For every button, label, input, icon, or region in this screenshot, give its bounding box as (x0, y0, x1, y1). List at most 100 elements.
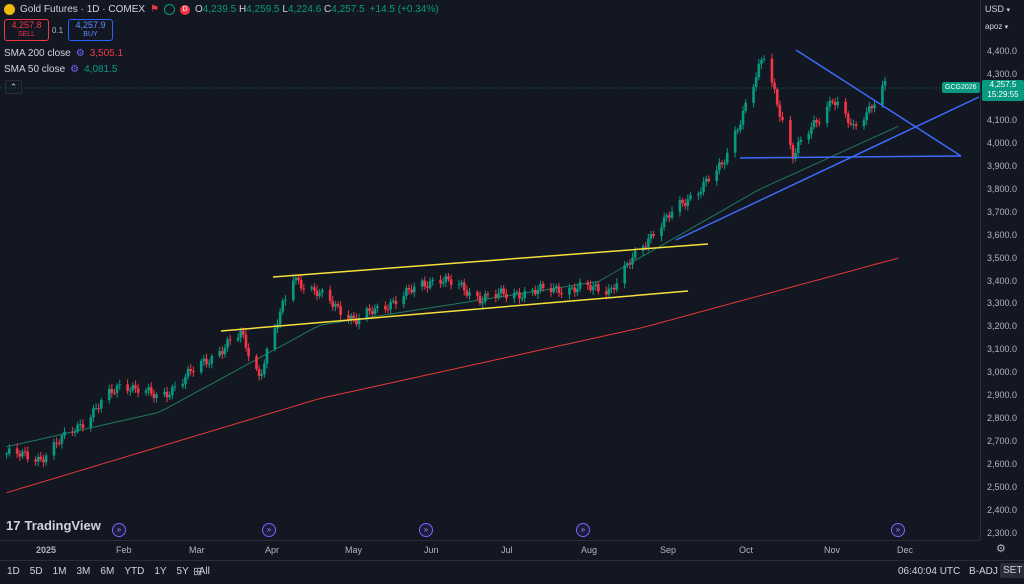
symbol-title[interactable]: Gold Futures · 1D · COMEX (20, 4, 146, 15)
candle-body (662, 217, 666, 228)
candle-body (512, 293, 516, 299)
range-button-5y[interactable]: 5Y (176, 566, 189, 577)
candle-body (202, 358, 206, 362)
candle-body (597, 284, 600, 292)
flag-icon[interactable]: ⚑ (150, 4, 159, 15)
candle-body (315, 290, 319, 296)
b-adj-button[interactable]: B-ADJ (969, 566, 998, 577)
candle-body (78, 424, 82, 426)
candle-body (652, 233, 655, 237)
clock[interactable]: 06:40:04 UTC (898, 566, 961, 577)
ohlc-values: O4,239.5 H4,259.5 L4,224.6 C4,257.5 (195, 4, 365, 15)
candle-body (257, 368, 261, 376)
candle-body (589, 285, 592, 291)
candle-body (89, 417, 93, 429)
chart-area[interactable]: Gold Futures · 1D · COMEX ⚑ D O4,239.5 H… (0, 0, 980, 540)
range-button-3m[interactable]: 3M (76, 566, 91, 577)
candle-body (704, 178, 708, 182)
currency-select[interactable]: USD ▾ (985, 4, 1011, 14)
collapse-legend-button[interactable]: ⌃ (5, 80, 22, 94)
time-label: Jun (424, 545, 439, 555)
tradingview-logo[interactable]: 17 TradingView (6, 518, 101, 533)
indicator-sma200[interactable]: SMA 200 close ⚙ 3,505.1 (4, 48, 123, 59)
time-label: Nov (824, 545, 841, 555)
candle-body (292, 280, 295, 300)
price-axis[interactable]: USD ▾ apoz ▾ 4,400.04,300.04,200.04,100.… (980, 0, 1024, 540)
event-marker-icon[interactable]: » (112, 523, 126, 537)
price-chart[interactable] (0, 0, 980, 540)
candle-body (389, 301, 392, 310)
indicator-sma50[interactable]: SMA 50 close ⚙ 4,081.5 (4, 64, 118, 75)
trend-line (675, 96, 980, 241)
candle-body (297, 277, 300, 280)
date-range-icon[interactable]: ⊞ (193, 566, 203, 578)
candle-body (384, 305, 387, 310)
candle-body (497, 293, 500, 298)
price-tick-label: 4,400.0 (987, 46, 1018, 56)
candle-body (302, 288, 306, 290)
candle-body (549, 288, 553, 293)
sell-button[interactable]: 4,257.8 SELL (4, 19, 49, 41)
candle-body (794, 153, 797, 159)
range-button-all[interactable]: All (198, 566, 210, 577)
event-marker-icon[interactable]: » (891, 523, 905, 537)
event-marker-icon[interactable]: » (576, 523, 590, 537)
candle-body (689, 195, 692, 200)
candle-body (339, 305, 342, 315)
ohlc-label: L (282, 4, 288, 15)
settings-icon[interactable]: ⚙ (996, 543, 1006, 555)
candle-body (444, 276, 448, 283)
candle-body (205, 358, 208, 365)
buy-button[interactable]: 4,257.9 BUY (68, 19, 113, 41)
buy-price: 4,257.9 (75, 20, 106, 30)
candle-body (773, 82, 776, 90)
candle-body (255, 356, 258, 369)
price-tick-label: 3,300.0 (987, 298, 1018, 309)
unit-select[interactable]: apoz ▾ (985, 22, 1009, 31)
candle-body (718, 162, 721, 171)
candle-body (97, 408, 100, 410)
candle-body (320, 290, 324, 293)
candle-body (236, 337, 240, 341)
sma200-line (6, 257, 899, 494)
candle-body (357, 318, 361, 325)
range-button-1m[interactable]: 1M (52, 566, 67, 577)
candle-body (81, 424, 85, 429)
set-button[interactable]: SET (1000, 563, 1024, 578)
candle-body (126, 384, 129, 391)
candle-body (55, 442, 58, 444)
candle-body (18, 453, 22, 457)
candle-body (628, 263, 632, 265)
range-button-1d[interactable]: 1D (7, 566, 20, 577)
candle-body (610, 287, 613, 289)
candle-body (720, 162, 724, 165)
candle-body (313, 287, 316, 291)
candle-body (155, 394, 158, 399)
time-label: Dec (897, 545, 914, 555)
candle-body (702, 181, 705, 192)
candle-body (21, 451, 24, 457)
candle-body (149, 387, 153, 394)
settings-icon[interactable]: ⚙ (75, 48, 85, 59)
candle-body (854, 124, 858, 127)
candle-body (873, 104, 876, 109)
candle-body (265, 349, 269, 364)
time-label: Jul (501, 545, 513, 555)
range-button-1y[interactable]: 1Y (154, 566, 167, 577)
candle-body (218, 351, 221, 356)
chevron-down-icon: ▾ (1004, 24, 1009, 31)
candle-body (147, 387, 150, 391)
event-marker-icon[interactable]: » (419, 523, 433, 537)
candle-body (555, 286, 558, 288)
settings-icon[interactable]: ⚙ (70, 64, 80, 75)
candle-body (34, 459, 37, 462)
candle-body (310, 287, 314, 289)
range-button-5d[interactable]: 5D (29, 566, 43, 577)
candle-body (536, 289, 540, 295)
range-button-6m[interactable]: 6M (100, 566, 115, 577)
event-marker-icon[interactable]: » (262, 523, 276, 537)
candle-body (644, 246, 648, 248)
candle-body (165, 391, 169, 398)
time-axis[interactable]: 2025 Feb Mar Apr May Jun Jul Aug Sep Oct Nov Dec (0, 540, 980, 561)
range-button-ytd[interactable]: YTD (124, 566, 145, 577)
